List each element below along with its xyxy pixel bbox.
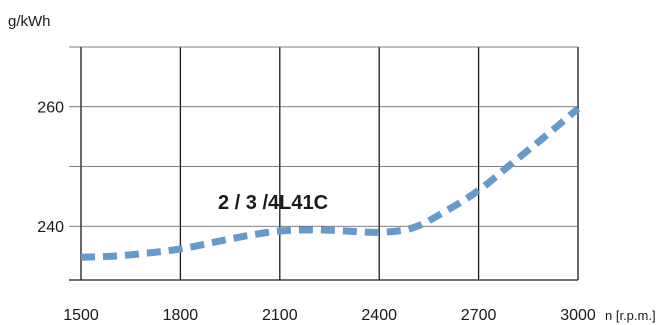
y-axis-label: g/kWh [8, 13, 51, 30]
y-tick-label: 260 [37, 100, 64, 117]
x-tick-label: 2400 [361, 307, 397, 324]
x-axis-label: n [r.p.m.] [605, 308, 656, 323]
chart-annotation: 2 / 3 /4L41C [218, 192, 328, 214]
y-tick-label: 240 [37, 219, 64, 236]
x-tick-label: 2100 [262, 307, 298, 324]
x-tick-label: 3000 [560, 307, 596, 324]
x-tick-labels: 1500 1800 2100 2400 2700 3000 [63, 307, 596, 324]
x-tick-label: 2700 [461, 307, 497, 324]
series-line [80, 105, 581, 261]
series-group [80, 105, 581, 261]
grid [69, 46, 579, 281]
x-tick-label: 1800 [163, 307, 199, 324]
y-tick-labels: 240 260 [37, 100, 64, 236]
x-tick-label: 1500 [63, 307, 99, 324]
